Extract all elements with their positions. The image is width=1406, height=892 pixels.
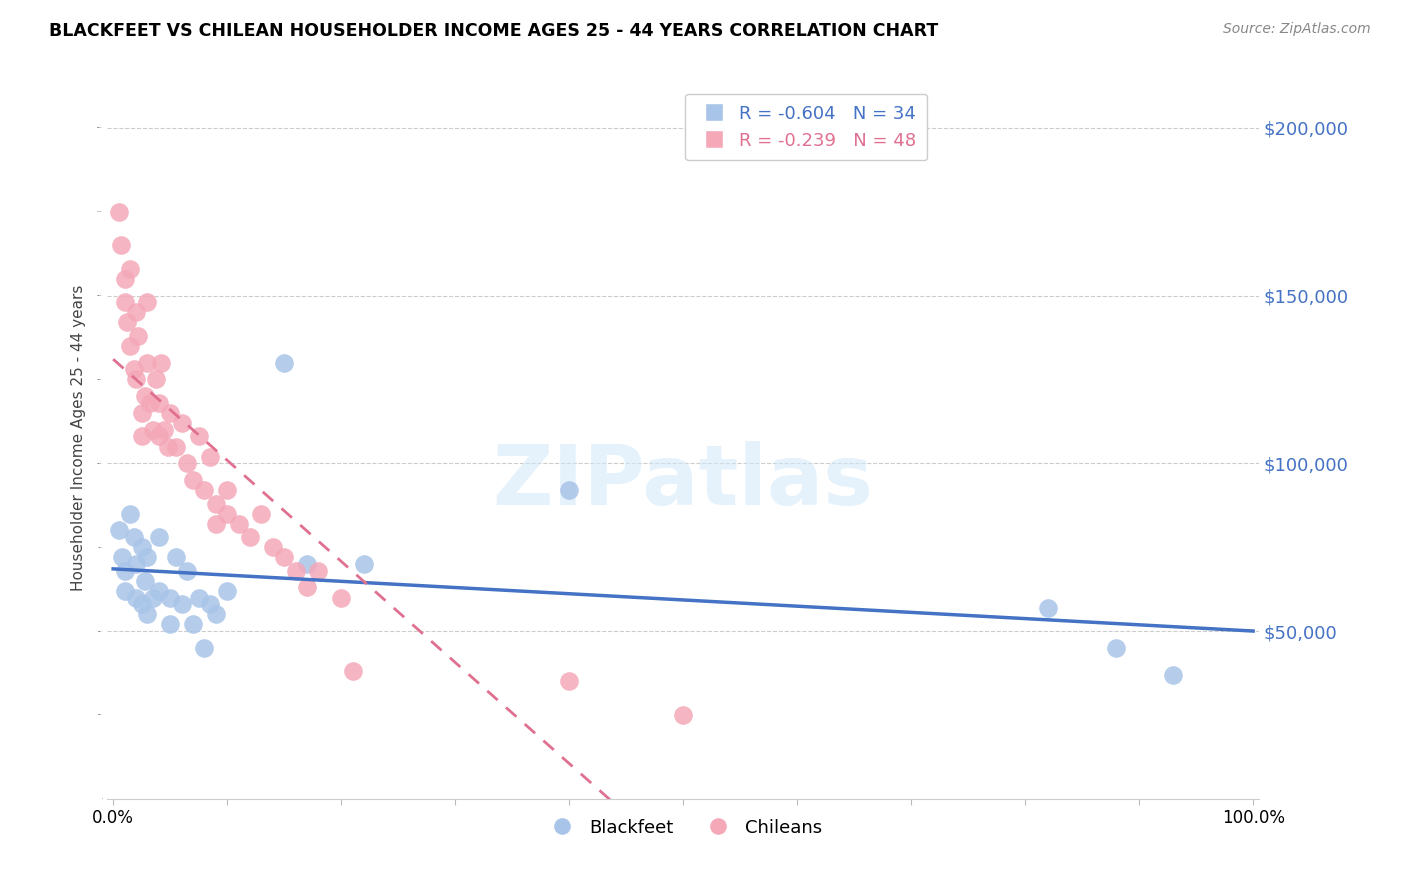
- Point: [148, 583, 170, 598]
- Point: [138, 396, 160, 410]
- Point: [125, 372, 148, 386]
- Point: [181, 473, 204, 487]
- Point: [295, 557, 318, 571]
- Point: [1036, 600, 1059, 615]
- Text: Source: ZipAtlas.com: Source: ZipAtlas.com: [1223, 22, 1371, 37]
- Point: [262, 540, 284, 554]
- Point: [142, 423, 165, 437]
- Point: [198, 450, 221, 464]
- Point: [134, 574, 156, 588]
- Point: [284, 564, 307, 578]
- Point: [273, 550, 295, 565]
- Point: [250, 507, 273, 521]
- Point: [125, 305, 148, 319]
- Point: [1163, 667, 1185, 681]
- Point: [330, 591, 353, 605]
- Point: [131, 540, 153, 554]
- Point: [217, 483, 239, 497]
- Point: [204, 607, 226, 622]
- Point: [148, 429, 170, 443]
- Point: [150, 356, 173, 370]
- Point: [1105, 640, 1128, 655]
- Legend: Blackfeet, Chileans: Blackfeet, Chileans: [537, 812, 830, 844]
- Point: [672, 708, 695, 723]
- Point: [159, 591, 181, 605]
- Point: [131, 597, 153, 611]
- Point: [159, 406, 181, 420]
- Y-axis label: Householder Income Ages 25 - 44 years: Householder Income Ages 25 - 44 years: [72, 285, 86, 591]
- Point: [204, 497, 226, 511]
- Point: [273, 356, 295, 370]
- Point: [187, 591, 209, 605]
- Point: [114, 583, 136, 598]
- Point: [153, 423, 176, 437]
- Point: [187, 429, 209, 443]
- Point: [148, 396, 170, 410]
- Point: [217, 583, 239, 598]
- Point: [558, 483, 581, 497]
- Point: [120, 339, 142, 353]
- Point: [204, 516, 226, 531]
- Point: [114, 272, 136, 286]
- Point: [307, 564, 329, 578]
- Point: [148, 530, 170, 544]
- Point: [170, 597, 193, 611]
- Point: [193, 483, 215, 497]
- Point: [181, 617, 204, 632]
- Point: [176, 456, 198, 470]
- Point: [120, 507, 142, 521]
- Point: [110, 238, 132, 252]
- Point: [228, 516, 250, 531]
- Point: [131, 406, 153, 420]
- Point: [111, 550, 134, 565]
- Point: [193, 640, 215, 655]
- Point: [176, 564, 198, 578]
- Point: [353, 557, 375, 571]
- Point: [159, 617, 181, 632]
- Point: [122, 362, 145, 376]
- Point: [165, 550, 187, 565]
- Point: [170, 416, 193, 430]
- Point: [136, 356, 159, 370]
- Point: [120, 261, 142, 276]
- Point: [115, 315, 138, 329]
- Point: [114, 564, 136, 578]
- Point: [198, 597, 221, 611]
- Point: [125, 557, 148, 571]
- Point: [558, 674, 581, 689]
- Point: [145, 372, 167, 386]
- Point: [108, 524, 131, 538]
- Point: [131, 429, 153, 443]
- Point: [342, 665, 364, 679]
- Point: [142, 591, 165, 605]
- Point: [295, 581, 318, 595]
- Point: [217, 507, 239, 521]
- Point: [136, 550, 159, 565]
- Point: [108, 204, 131, 219]
- Point: [134, 389, 156, 403]
- Point: [239, 530, 262, 544]
- Point: [114, 295, 136, 310]
- Point: [156, 440, 179, 454]
- Point: [136, 607, 159, 622]
- Point: [165, 440, 187, 454]
- Text: BLACKFEET VS CHILEAN HOUSEHOLDER INCOME AGES 25 - 44 YEARS CORRELATION CHART: BLACKFEET VS CHILEAN HOUSEHOLDER INCOME …: [49, 22, 938, 40]
- Point: [122, 530, 145, 544]
- Point: [136, 295, 159, 310]
- Text: ZIPatlas: ZIPatlas: [492, 441, 873, 522]
- Point: [127, 328, 149, 343]
- Point: [125, 591, 148, 605]
